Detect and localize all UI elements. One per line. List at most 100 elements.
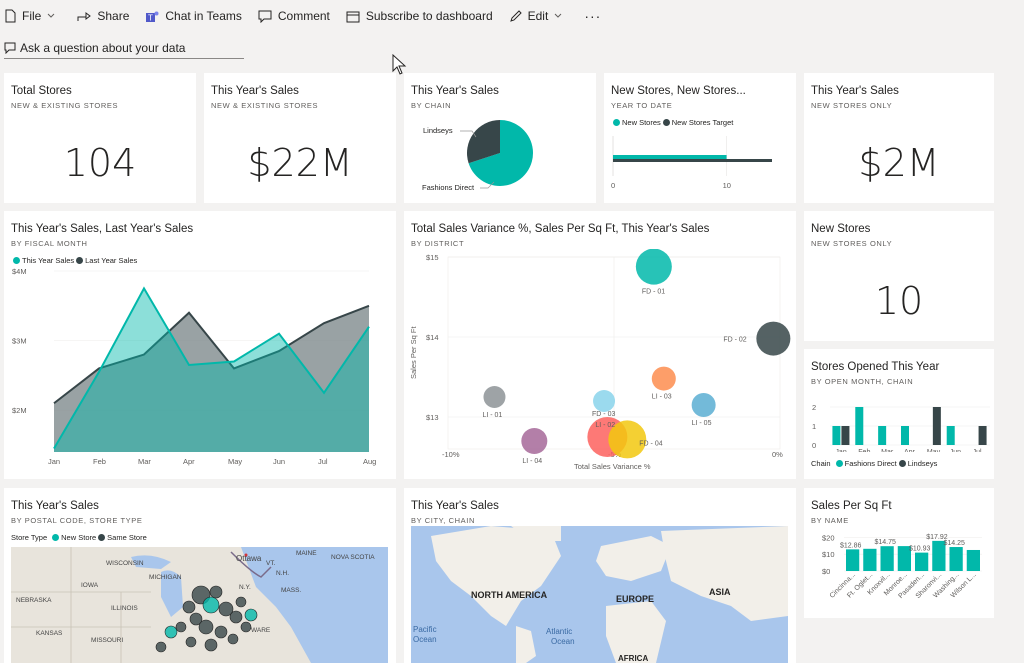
y-tick-label: $3M [12,337,27,346]
tile-title: New Stores [811,223,871,235]
bubble-label: LI - 05 [692,420,712,427]
store-marker [204,638,218,652]
y-tick-label: $15 [426,253,439,262]
bubble-label: FD - 01 [642,289,665,296]
y-tick-label: $20 [822,533,835,542]
map-label: WARE [251,627,271,634]
lake-shape [161,570,183,617]
y-tick-label: $0 [822,567,830,576]
x-tick-label: Feb [858,449,870,452]
map-label: Ocean [413,635,437,644]
legend-label: New Store [61,533,97,542]
store-marker [202,596,220,614]
legend-title: Chain [811,459,831,468]
column-bar [878,426,887,445]
mouse-cursor-icon [392,54,407,75]
x-tick-label: Mar [881,449,894,452]
edit-menu[interactable]: Edit [509,0,569,32]
map-label: IOWA [81,582,99,589]
subscribe-button[interactable]: Subscribe to dashboard [346,0,493,32]
x-tick-label: Mar [138,457,151,466]
file-label: File [22,9,42,23]
x-tick-label: -10% [442,450,460,459]
this-year-line [53,286,370,450]
data-label: $17.92 [926,534,948,541]
y-tick-label: $14 [426,333,439,342]
store-marker [182,600,196,614]
tile-sales-by-city[interactable]: This Year's Sales BY CITY, CHAIN NORTH A… [404,488,796,663]
legend: This Year Sales Last Year Sales [11,256,137,265]
tile-stores-opened[interactable]: Stores Opened This Year BY OPEN MONTH, C… [804,349,994,479]
tile-sales-all-stores[interactable]: This Year's Sales NEW & EXISTING STORES … [204,73,396,203]
store-marker [235,596,247,608]
column-bar [949,547,963,571]
store-markers [155,585,258,653]
legend-swatch [613,119,620,126]
column-bar [880,546,894,571]
column-bar [855,407,864,445]
legend-label: Same Store [107,533,147,542]
tile-sales-by-chain[interactable]: This Year's Sales BY CHAIN Lindseys Fashi… [404,73,596,203]
map-label: VT. [266,560,276,567]
tile-new-stores[interactable]: New Stores NEW STORES ONLY 10 [804,211,994,341]
map-world[interactable]: NORTH AMERICA EUROPE ASIA Pacific Ocean … [411,526,788,663]
chevron-down-icon [47,13,55,18]
map-label: Pacific [413,625,437,634]
more-options-button[interactable]: ··· [584,0,601,32]
y-tick-label: $2M [12,406,27,415]
state-borders [11,547,151,663]
y-tick-label: 1 [812,422,816,431]
map-canvas: Ottawa WISCONSIN MICHIGAN IOWA NEBRASKA … [11,547,388,663]
x-tick-label: Jul [318,457,328,466]
scatter-bubble [691,393,716,417]
scatter-bubble [756,321,791,356]
tile-sales-new-stores[interactable]: This Year's Sales NEW STORES ONLY $2M [804,73,994,203]
share-label: Share [97,9,130,23]
map-label: Ocean [551,637,575,646]
tile-title: This Year's Sales [811,85,899,97]
x-tick-label: 0 [611,181,615,190]
toolbar: File Share T Chat in Teams Comment Subsc… [0,0,1024,32]
bar-new-stores [613,155,727,159]
store-marker [240,621,252,633]
column-bar [901,426,909,445]
tile-total-stores[interactable]: Total Stores NEW & EXISTING STORES 104 [4,73,196,203]
bar-chart: 0 10 [611,136,772,190]
column-bar [846,549,860,571]
tile-sales-by-postal-code[interactable]: This Year's Sales BY POSTAL CODE, STORE … [4,488,396,663]
qa-search-input[interactable]: Ask a question about your data [4,38,244,59]
border-line [230,551,272,578]
tile-title: This Year's Sales, Last Year's Sales [11,223,194,235]
card-value: $2M [858,141,940,185]
share-button[interactable]: Share [77,0,129,32]
x-tick-label: May [927,449,941,452]
legend-swatch [835,460,843,467]
capital-marker [244,553,248,557]
tile-title: This Year's Sales [11,500,99,512]
y-tick-label: 0 [812,441,816,450]
map-postal[interactable]: Ottawa WISCONSIN MICHIGAN IOWA NEBRASKA … [11,547,388,663]
legend-label: New Stores Target [671,118,734,127]
comment-button[interactable]: Comment [258,0,330,32]
x-tick-label: Jan [48,457,60,466]
column-bar [932,540,946,571]
tile-variance-scatter[interactable]: Total Sales Variance %, Sales Per Sq Ft,… [404,211,796,479]
tile-sales-by-month[interactable]: This Year's Sales, Last Year's Sales BY … [4,211,396,479]
x-tick-label: 0% [772,450,783,459]
tile-subtitle: NEW & EXISTING STORES [11,101,119,110]
data-label: $12.86 [840,542,862,549]
map-canvas: NORTH AMERICA EUROPE ASIA Pacific Ocean … [413,526,788,663]
chat-in-teams-button[interactable]: T Chat in Teams [145,0,242,32]
legend-title: Store Type [11,533,48,542]
file-menu[interactable]: File [4,0,61,32]
legend-label: Last Year Sales [85,256,138,265]
column-bar [966,549,980,571]
tile-title: Sales Per Sq Ft [811,500,892,512]
map-label: ASIA [709,587,731,597]
tile-new-stores-ytd[interactable]: New Stores, New Stores... YEAR TO DATE N… [604,73,796,203]
this-year-area [54,288,369,452]
store-marker [218,601,234,617]
tile-sales-per-sqft[interactable]: Sales Per Sq Ft BY NAME $0 $10 $20 $12.86 Ci… [804,488,994,618]
store-marker [155,641,167,653]
